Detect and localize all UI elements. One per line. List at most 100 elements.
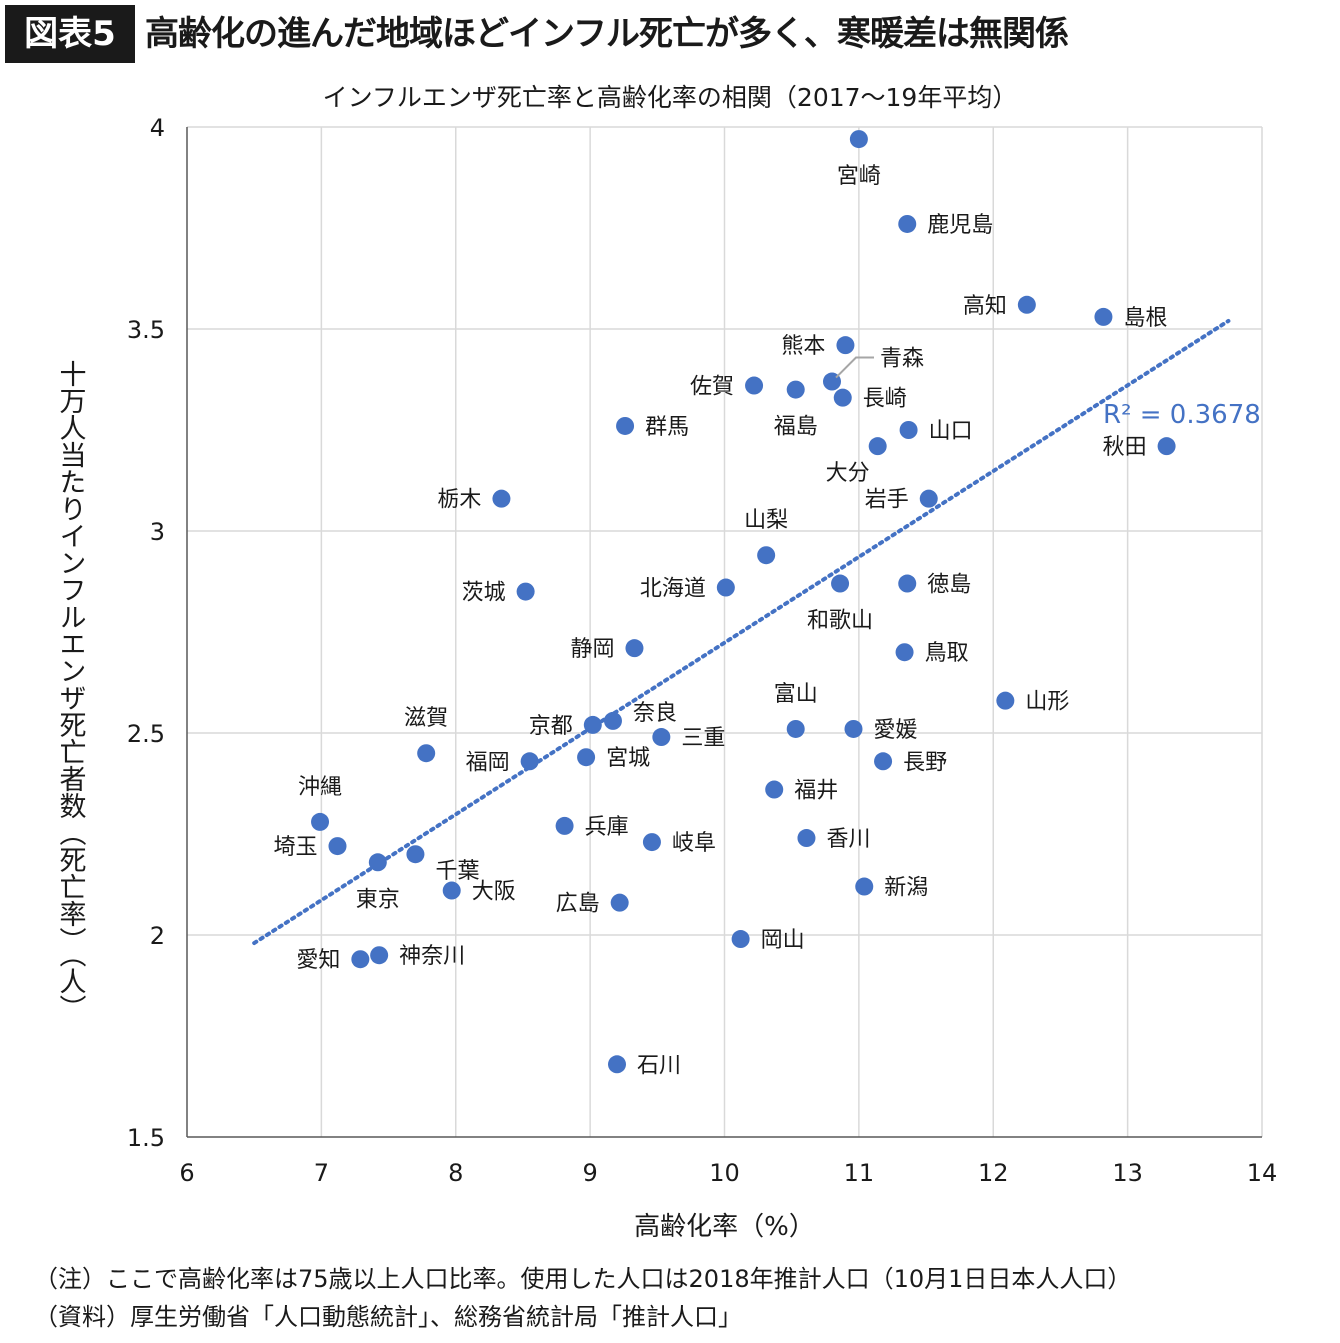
y-axis-label: 十万人当たりインフルエンザ死亡者数（死亡率）（人） [55,360,87,1022]
point-label: 富山 [774,682,818,707]
data-point [328,837,347,856]
data-point [786,719,805,738]
point-label: 高知 [963,294,1007,319]
point-label: 大分 [826,461,870,486]
point-label: 静岡 [570,637,614,662]
x-tick-label: 6 [179,1159,194,1187]
data-point [786,380,805,399]
data-point [603,711,622,730]
data-point [833,388,852,407]
x-tick-label: 8 [448,1159,463,1187]
data-point [898,574,917,593]
data-point [442,881,461,900]
point-label: 福島 [774,415,818,440]
point-label: 島根 [1123,306,1167,331]
label-leader-line [835,356,874,379]
source-text: （資料）厚生労働省「人口動態統計」、総務省統計局「推計人口」 [34,1303,742,1331]
point-label: 広島 [556,892,600,917]
point-label: 鹿児島 [927,213,993,238]
point-label: 青森 [880,347,924,372]
point-label: 神奈川 [399,944,465,969]
data-point [520,752,539,771]
data-point [745,376,764,395]
x-axis-label: 高齢化率（%） [634,1212,815,1242]
point-label: 千葉 [435,859,479,884]
point-label: 愛媛 [874,718,918,743]
notes: （注）ここで高齢化率は75歳以上人口比率。使用した人口は2018年推計人口（10… [34,1260,1131,1336]
data-points [311,130,1176,1074]
data-point [797,829,816,848]
point-label: 福岡 [466,750,510,775]
data-point [652,728,671,747]
data-point [583,715,602,734]
point-label: 佐賀 [690,375,734,400]
note-text: （注）ここで高齢化率は75歳以上人口比率。使用した人口は2018年推計人口（10… [34,1265,1132,1293]
data-point [855,877,874,896]
data-point [836,336,855,355]
point-label: 東京 [356,887,400,912]
data-point [1094,307,1113,326]
point-label: 岩手 [865,488,909,513]
x-tick-label: 11 [844,1159,875,1187]
data-point [577,748,596,767]
x-tick-label: 9 [582,1159,597,1187]
point-label: 群馬 [645,415,689,440]
x-tick-label: 14 [1247,1159,1278,1187]
point-label: 奈良 [633,701,677,726]
y-tick-label: 2 [150,922,165,950]
point-label: 宮崎 [837,164,881,189]
point-label: 山形 [1025,690,1069,715]
point-label: 岡山 [761,928,805,953]
point-label: 宮城 [606,746,650,771]
header: 図表5 高齢化の進んだ地域ほどインフル死亡が多く、寒暖差は無関係 [5,5,1335,63]
data-point [868,437,887,456]
figure-badge: 図表5 [5,5,135,63]
point-label: 兵庫 [585,815,629,840]
data-point [831,574,850,593]
y-tick-label: 1.5 [127,1124,165,1152]
point-label: 香川 [826,827,870,852]
tick-labels: 6 7 8 9 10 11 12 13 14 1.5 2 2.5 3 3.5 4 [127,114,1277,1187]
data-point [849,130,868,149]
data-point [757,546,776,565]
point-label: 三重 [681,726,725,751]
trendline [252,318,1231,946]
point-label: 新潟 [884,876,928,901]
data-point [642,833,661,852]
x-tick-label: 10 [709,1159,740,1187]
point-label: 長野 [903,750,947,775]
data-point [1017,295,1036,314]
point-label: 栃木 [437,488,481,513]
data-point [368,853,387,872]
data-point [844,719,863,738]
data-point [370,946,389,965]
point-label: 北海道 [640,577,706,602]
data-point [731,930,750,949]
point-label: 鳥取 [925,641,969,666]
data-point [516,582,535,601]
y-tick-label: 2.5 [127,720,165,748]
point-label: 京都 [529,714,573,739]
point-label: 山梨 [744,508,788,533]
data-point [898,214,917,233]
data-point [608,1055,626,1074]
data-point [311,812,330,831]
data-point [899,421,918,439]
y-tick-label: 4 [150,114,165,142]
data-point [616,416,635,435]
page-title: 高齢化の進んだ地域ほどインフル死亡が多く、寒暖差は無関係 [145,14,1069,54]
data-point [765,780,784,799]
data-point [874,752,893,771]
data-point [919,489,938,508]
point-label: 愛知 [296,948,340,973]
point-label: 茨城 [462,581,506,606]
r-squared-label: R² = 0.3678 [1103,400,1261,430]
data-point [555,816,574,835]
axes [186,127,1262,1138]
data-point [1157,437,1176,456]
x-tick-label: 7 [314,1159,329,1187]
data-point [417,744,436,763]
point-label: 秋田 [1103,435,1147,460]
data-point [351,950,370,969]
